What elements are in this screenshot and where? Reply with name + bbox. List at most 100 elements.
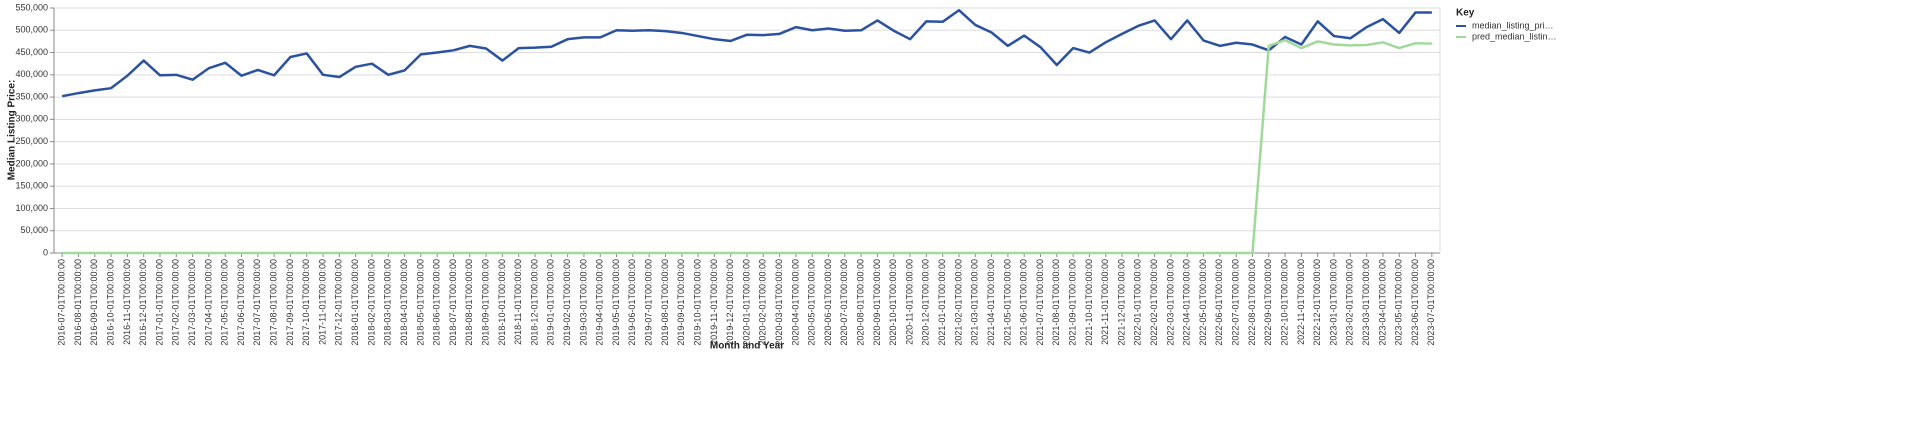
x-tick-label: 2020-08-01T00:00:00 (856, 259, 866, 346)
y-tick-label: 450,000 (15, 47, 48, 57)
x-tick-label: 2019-05-01T00:00:00 (611, 259, 621, 346)
x-tick-label: 2019-01-01T00:00:00 (546, 259, 556, 346)
x-tick-label: 2018-01-01T00:00:00 (350, 259, 360, 346)
x-tick-label: 2019-07-01T00:00:00 (644, 259, 654, 346)
x-tick-label: 2022-09-01T00:00:00 (1263, 259, 1273, 346)
x-tick-label: 2016-11-01T00:00:00 (122, 259, 132, 345)
x-tick-label: 2016-09-01T00:00:00 (89, 259, 99, 346)
x-tick-label: 2019-12-01T00:00:00 (725, 259, 735, 346)
x-tick-label: 2017-03-01T00:00:00 (187, 259, 197, 346)
x-tick-label: 2021-05-01T00:00:00 (1002, 259, 1012, 346)
x-tick-label: 2018-08-01T00:00:00 (464, 259, 474, 346)
x-tick-label: 2023-02-01T00:00:00 (1345, 259, 1355, 346)
x-tick-label: 2018-03-01T00:00:00 (383, 259, 393, 346)
x-tick-label: 2020-01-01T00:00:00 (741, 259, 751, 346)
y-tick-label: 350,000 (15, 91, 48, 101)
x-tick-label: 2016-08-01T00:00:00 (73, 259, 83, 346)
y-tick-label: 0 (43, 247, 48, 257)
x-tick-label: 2018-06-01T00:00:00 (432, 259, 442, 346)
x-tick-label: 2016-12-01T00:00:00 (138, 259, 148, 346)
x-tick-label: 2017-11-01T00:00:00 (317, 259, 327, 345)
x-tick-label: 2021-07-01T00:00:00 (1035, 259, 1045, 346)
x-tick-label: 2020-04-01T00:00:00 (790, 259, 800, 346)
x-tick-label: 2023-07-01T00:00:00 (1426, 259, 1436, 346)
x-tick-label: 2021-03-01T00:00:00 (970, 259, 980, 346)
y-tick-label: 550,000 (15, 2, 48, 12)
x-tick-label: 2020-07-01T00:00:00 (839, 259, 849, 346)
x-tick-label: 2017-10-01T00:00:00 (301, 259, 311, 346)
x-tick-label: 2018-04-01T00:00:00 (399, 259, 409, 346)
x-tick-label: 2019-04-01T00:00:00 (595, 259, 605, 346)
x-tick-label: 2023-01-01T00:00:00 (1328, 259, 1338, 346)
x-tick-label: 2022-07-01T00:00:00 (1231, 259, 1241, 346)
x-tick-label: 2023-03-01T00:00:00 (1361, 259, 1371, 346)
y-tick-label: 50,000 (20, 225, 48, 235)
x-tick-label: 2016-10-01T00:00:00 (105, 259, 115, 346)
x-tick-label: 2017-09-01T00:00:00 (285, 259, 295, 346)
x-tick-label: 2020-10-01T00:00:00 (888, 259, 898, 346)
x-axis-title: Month and Year (710, 341, 784, 352)
legend-title: Key (1456, 8, 1475, 19)
x-tick-label: 2022-11-01T00:00:00 (1296, 259, 1306, 345)
x-tick-label: 2019-03-01T00:00:00 (578, 259, 588, 346)
legend-label: pred_median_listin… (1472, 31, 1557, 41)
x-tick-label: 2022-12-01T00:00:00 (1312, 259, 1322, 346)
x-tick-label: 2022-08-01T00:00:00 (1247, 259, 1257, 346)
y-tick-label: 300,000 (15, 114, 48, 124)
x-tick-label: 2017-07-01T00:00:00 (252, 259, 262, 346)
x-tick-label: 2017-06-01T00:00:00 (236, 259, 246, 346)
y-tick-label: 200,000 (15, 158, 48, 168)
x-tick-label: 2021-02-01T00:00:00 (953, 259, 963, 346)
x-tick-label: 2018-12-01T00:00:00 (529, 259, 539, 346)
x-tick-label: 2021-06-01T00:00:00 (1019, 259, 1029, 346)
x-tick-label: 2019-09-01T00:00:00 (676, 259, 686, 346)
x-tick-label: 2022-10-01T00:00:00 (1279, 259, 1289, 346)
x-tick-label: 2020-09-01T00:00:00 (872, 259, 882, 346)
x-tick-label: 2019-08-01T00:00:00 (660, 259, 670, 346)
x-tick-label: 2021-04-01T00:00:00 (986, 259, 996, 346)
x-tick-label: 2022-02-01T00:00:00 (1149, 259, 1159, 346)
x-tick-label: 2022-06-01T00:00:00 (1214, 259, 1224, 346)
x-tick-label: 2023-05-01T00:00:00 (1394, 259, 1404, 346)
x-tick-label: 2020-11-01T00:00:00 (904, 259, 914, 345)
x-tick-label: 2023-06-01T00:00:00 (1410, 259, 1420, 346)
x-tick-label: 2017-01-01T00:00:00 (154, 259, 164, 346)
x-tick-label: 2018-09-01T00:00:00 (480, 259, 490, 346)
x-tick-label: 2022-05-01T00:00:00 (1198, 259, 1208, 346)
x-tick-label: 2017-08-01T00:00:00 (269, 259, 279, 346)
x-tick-label: 2016-07-01T00:00:00 (57, 259, 67, 346)
y-tick-label: 500,000 (15, 25, 48, 35)
x-tick-label: 2020-05-01T00:00:00 (807, 259, 817, 346)
x-tick-label: 2018-07-01T00:00:00 (448, 259, 458, 346)
x-tick-label: 2018-02-01T00:00:00 (366, 259, 376, 346)
x-tick-label: 2021-10-01T00:00:00 (1084, 259, 1094, 346)
x-tick-label: 2018-11-01T00:00:00 (513, 259, 523, 345)
x-tick-label: 2019-02-01T00:00:00 (562, 259, 572, 346)
x-tick-label: 2022-04-01T00:00:00 (1182, 259, 1192, 346)
x-tick-label: 2021-11-01T00:00:00 (1100, 259, 1110, 345)
y-tick-label: 150,000 (15, 181, 48, 191)
x-tick-label: 2017-12-01T00:00:00 (334, 259, 344, 346)
x-tick-label: 2020-02-01T00:00:00 (758, 259, 768, 346)
x-tick-label: 2023-04-01T00:00:00 (1377, 259, 1387, 346)
x-tick-label: 2019-10-01T00:00:00 (692, 259, 702, 346)
series-line (61, 8, 1432, 98)
y-tick-label: 400,000 (15, 69, 48, 79)
x-tick-label: 2021-12-01T00:00:00 (1116, 259, 1126, 346)
x-tick-label: 2017-02-01T00:00:00 (171, 259, 181, 346)
x-tick-label: 2021-09-01T00:00:00 (1067, 259, 1077, 346)
x-tick-label: 2018-05-01T00:00:00 (415, 259, 425, 346)
y-tick-label: 100,000 (15, 203, 48, 213)
x-tick-label: 2019-06-01T00:00:00 (627, 259, 637, 346)
x-tick-label: 2022-03-01T00:00:00 (1165, 259, 1175, 346)
x-tick-label: 2020-06-01T00:00:00 (823, 259, 833, 346)
x-tick-label: 2017-04-01T00:00:00 (203, 259, 213, 346)
y-axis-title: Median Listing Price: (7, 80, 18, 181)
legend-label: median_listing_pri… (1472, 20, 1554, 30)
x-tick-label: 2022-01-01T00:00:00 (1133, 259, 1143, 346)
x-tick-label: 2019-11-01T00:00:00 (709, 259, 719, 345)
x-tick-label: 2020-03-01T00:00:00 (774, 259, 784, 346)
series-line (62, 38, 1432, 255)
x-tick-label: 2021-08-01T00:00:00 (1051, 259, 1061, 346)
